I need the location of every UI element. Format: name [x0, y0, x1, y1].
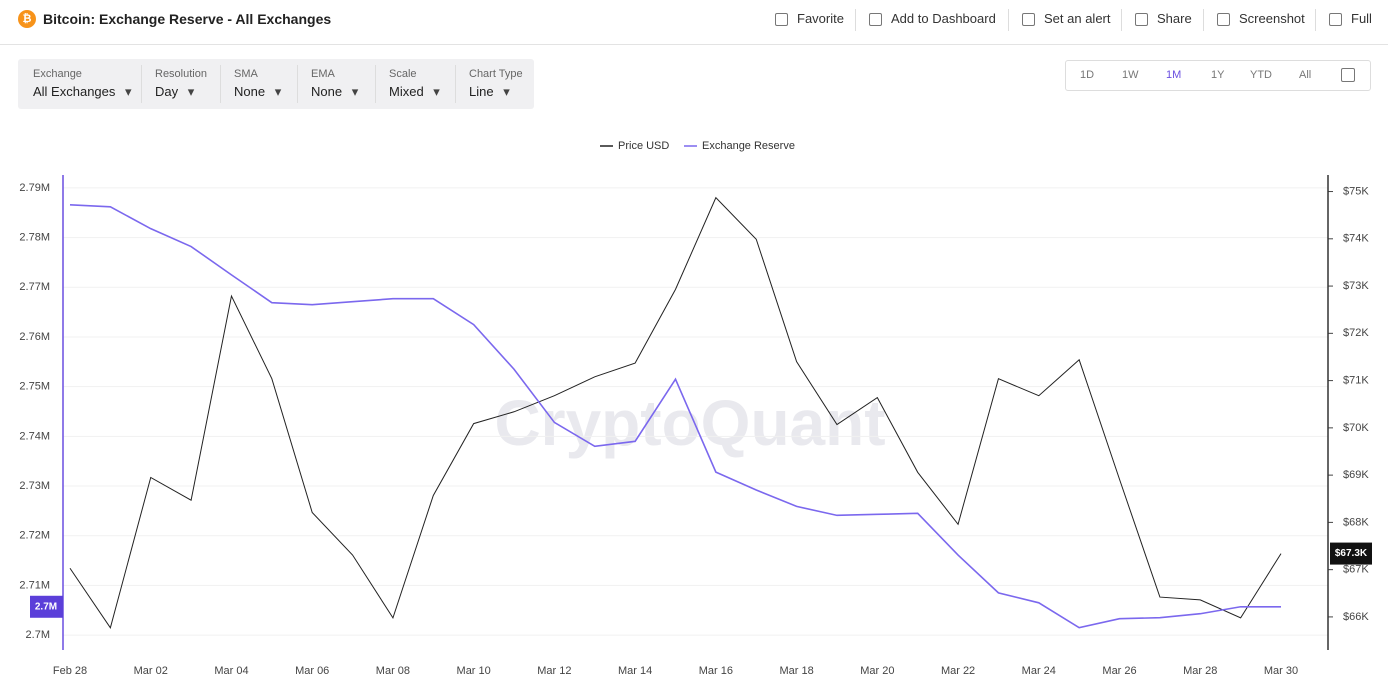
y-tick-label: 2.74M	[19, 430, 50, 442]
x-tick-label: Mar 14	[618, 665, 652, 677]
x-tick-label: Mar 04	[214, 665, 248, 677]
y-tick-label: 2.76M	[19, 331, 50, 343]
separator	[855, 9, 856, 31]
separator	[297, 65, 298, 103]
y-tick-label: 2.72M	[19, 530, 50, 542]
watermark: CryptoQuant	[494, 387, 885, 459]
x-tick-label: Mar 10	[457, 665, 491, 677]
range-button[interactable]: YTD	[1250, 69, 1272, 81]
separator	[1203, 9, 1204, 31]
action-icon	[1217, 13, 1230, 26]
current-value-box	[1330, 542, 1372, 565]
filter-label: Chart Type	[469, 68, 523, 80]
x-tick-label: Mar 18	[779, 665, 813, 677]
x-tick-label: Mar 06	[295, 665, 329, 677]
y-tick-label: 2.79M	[19, 182, 50, 194]
filter-select[interactable]: Day ▾	[155, 84, 195, 99]
action-icon	[1022, 13, 1035, 26]
caret: ▾	[499, 84, 510, 99]
series-line	[69, 196, 1282, 629]
filter-select[interactable]: Line ▾	[469, 84, 510, 99]
x-tick-label: Mar 16	[699, 665, 733, 677]
y2-tick-label: $66K	[1343, 611, 1369, 623]
separator	[1315, 9, 1316, 31]
action-button[interactable]: Full	[1351, 11, 1372, 26]
calendar-icon[interactable]	[1341, 68, 1355, 82]
y2-tick-label: $74K	[1343, 233, 1369, 245]
filter-label: Resolution	[155, 68, 207, 80]
filter-bar: Exchange All Exchanges ▾ Resolution Day ▾ SM…	[18, 59, 534, 109]
current-value-label: 2.7M	[35, 601, 57, 612]
y2-tick-label: $68K	[1343, 516, 1369, 528]
y2-tick-label: $72K	[1343, 327, 1369, 339]
y-tick-label: 2.73M	[19, 480, 50, 492]
y-tick-label: 2.75M	[19, 381, 50, 393]
separator	[141, 65, 142, 103]
separator	[1008, 9, 1009, 31]
separator	[220, 65, 221, 103]
y-tick-label: 2.78M	[19, 232, 50, 244]
filter-select[interactable]: Mixed ▾	[389, 84, 440, 99]
action-icon	[1329, 13, 1342, 26]
filter-select[interactable]: All Exchanges ▾	[33, 84, 132, 99]
x-tick-label: Mar 28	[1183, 665, 1217, 677]
range-button[interactable]: 1D	[1080, 69, 1095, 81]
range-button[interactable]: All	[1299, 69, 1312, 81]
x-tick-label: Mar 30	[1264, 665, 1298, 677]
action-icon	[775, 13, 788, 26]
y-tick-label: 2.77M	[19, 281, 50, 293]
action-button[interactable]: Share	[1157, 11, 1192, 26]
caret: ▾	[121, 84, 132, 99]
header: ₿ Bitcoin: Exchange Reserve - All Exchan…	[0, 0, 1388, 45]
action-button[interactable]: Favorite	[797, 11, 844, 26]
separator	[375, 65, 376, 103]
filter-label: EMA	[311, 68, 335, 80]
x-tick-label: Mar 12	[537, 665, 571, 677]
y2-tick-label: $75K	[1343, 185, 1369, 197]
separator	[455, 65, 456, 103]
x-tick-label: Mar 24	[1022, 665, 1056, 677]
legend-label: Exchange Reserve	[702, 140, 795, 152]
current-value-box	[30, 595, 63, 618]
legend-label: Price USD	[618, 140, 669, 152]
x-tick-label: Feb 28	[53, 665, 87, 677]
action-button[interactable]: Add to Dashboard	[891, 11, 996, 26]
x-tick-label: Mar 20	[860, 665, 894, 677]
caret: ▾	[184, 84, 195, 99]
bitcoin-icon: ₿	[18, 10, 36, 28]
y2-tick-label: $73K	[1343, 280, 1369, 292]
y2-tick-label: $67K	[1343, 564, 1369, 576]
caret: ▾	[348, 84, 359, 99]
series-line	[69, 204, 1281, 629]
filter-select[interactable]: None ▾	[311, 84, 359, 99]
filter-label: Scale	[389, 68, 417, 80]
filter-label: Exchange	[33, 68, 82, 80]
current-value-label: $67.3K	[1335, 548, 1368, 559]
action-button[interactable]: Set an alert	[1044, 11, 1111, 26]
action-icon	[1135, 13, 1148, 26]
action-icon	[869, 13, 882, 26]
range-button[interactable]: 1W	[1122, 69, 1139, 81]
x-tick-label: Mar 26	[1102, 665, 1136, 677]
x-tick-label: Mar 02	[134, 665, 168, 677]
y-tick-label: 2.7M	[26, 629, 50, 641]
range-button[interactable]: 1Y	[1211, 69, 1225, 81]
caret: ▾	[271, 84, 282, 99]
y2-tick-label: $69K	[1343, 469, 1369, 481]
range-button[interactable]: 1M	[1166, 69, 1182, 81]
y2-tick-label: $70K	[1343, 422, 1369, 434]
action-button[interactable]: Screenshot	[1239, 11, 1305, 26]
page-title: Bitcoin: Exchange Reserve - All Exchange…	[43, 11, 332, 27]
filter-label: SMA	[234, 68, 258, 80]
range-selector: 1D 1W 1M 1Y YTD All	[1065, 60, 1371, 91]
y-tick-label: 2.71M	[19, 579, 50, 591]
filter-select[interactable]: None ▾	[234, 84, 282, 99]
x-tick-label: Mar 22	[941, 665, 975, 677]
y2-tick-label: $71K	[1343, 375, 1369, 387]
separator	[1121, 9, 1122, 31]
caret: ▾	[429, 84, 440, 99]
x-tick-label: Mar 08	[376, 665, 410, 677]
